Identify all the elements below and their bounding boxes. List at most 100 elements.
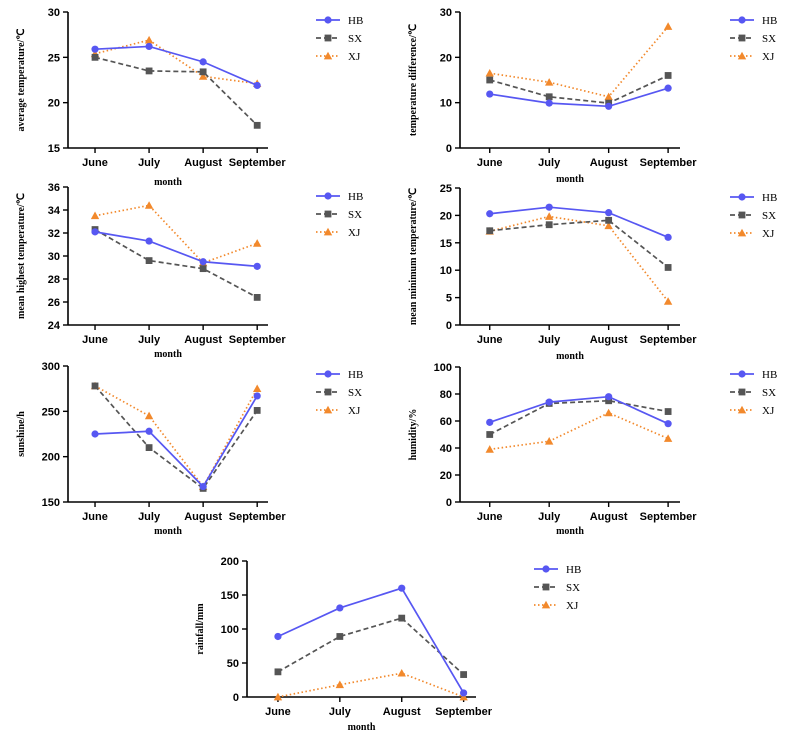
x-tick-label: June [82,157,108,169]
legend-marker-xj [541,600,551,609]
data-point-xj-july [544,437,554,445]
y-tick-label: 26 [48,297,60,309]
data-point-hb-july [545,398,553,406]
data-point-sx-july [545,221,553,229]
legend-marker-sx [738,388,746,396]
x-tick-label: June [82,334,108,346]
x-tick-label: July [138,511,161,523]
x-tick-label: September [229,157,287,169]
x-tick-label: August [590,334,628,346]
y-tick-label: 200 [221,556,239,568]
y-tick-label: 5 [446,293,452,305]
series-line-xj [489,215,669,302]
series-line-sx [489,399,669,436]
series-line-hb [94,395,258,488]
data-point-hb-september [664,84,672,92]
data-point-sx-june [486,431,494,438]
chart-sunshine: 150 200 250 300 June July August September month… [16,361,363,537]
legend-marker-hb [324,370,332,378]
series-line-xj [277,672,464,698]
y-tick-label: 200 [42,452,60,464]
x-tick-label: September [229,334,287,346]
data-point-hb-august [199,482,207,491]
data-point-xj-july [335,680,345,689]
series-line-hb [94,231,258,268]
data-point-sx-september [253,407,261,414]
legend-label-hb: HB [762,15,777,27]
data-point-hb-july [336,604,344,612]
x-axis-title: month [556,526,584,537]
data-point-hb-august [199,258,207,266]
x-axis-title: month [154,349,182,360]
y-axis-title: temperature difference/℃ [408,24,419,136]
x-tick-label: August [184,511,222,523]
data-point-xj-june [90,211,100,220]
x-tick-label: August [590,511,628,523]
legend-label-hb: HB [348,15,363,27]
data-point-sx-september [460,671,468,678]
data-point-hb-june [91,45,99,53]
series-line-hb [489,87,669,108]
data-point-sx-september [253,121,261,129]
x-tick-label: August [184,334,222,346]
legend-marker-sx [324,388,332,396]
legend: HB SX XJ [316,191,363,239]
x-axis-title: month [556,351,584,362]
data-point-hb-july [145,427,153,435]
x-tick-label: September [435,706,493,718]
data-point-sx-august [199,68,207,76]
series-line-sx [94,228,258,299]
legend-marker-xj [737,405,747,414]
data-point-sx-june [91,53,99,61]
legend: HB SX XJ [316,15,363,63]
legend-marker-hb [738,16,746,24]
legend-label-sx: SX [348,387,362,399]
data-point-hb-september [253,262,261,270]
legend-label-sx: SX [348,33,362,45]
y-tick-label: 34 [48,205,61,217]
data-point-hb-august [199,58,207,66]
series-line-hb [489,206,669,239]
data-point-xj-july [544,78,554,86]
data-point-xj-june [485,445,494,453]
data-point-hb-september [460,689,468,697]
x-axis-title: month [556,174,584,185]
data-point-xj-june [485,69,494,77]
series-line-hb [94,45,258,87]
y-tick-label: 20 [48,98,60,110]
data-point-xj-august [397,669,406,677]
data-point-xj-september [252,239,262,247]
data-point-sx-june [91,382,99,390]
y-axis-title: humidity/% [408,409,419,461]
data-point-xj-september [459,692,468,701]
legend-label-xj: XJ [762,228,775,240]
y-tick-label: 30 [48,7,60,19]
data-point-sx-august [398,614,406,622]
x-tick-label: June [477,157,503,169]
x-tick-label: September [640,511,698,523]
legend-marker-sx [324,210,332,218]
chart-temp-diff: 0 10 20 30 June July August September month tempe… [408,7,777,185]
data-point-xj-august [604,92,613,101]
data-point-xj-september [252,384,262,393]
legend: HB SX XJ [730,369,777,417]
legend-marker-hb [324,192,332,200]
x-tick-label: August [383,706,421,718]
y-tick-label: 20 [440,470,452,482]
data-point-sx-september [253,294,261,301]
series-line-sx [94,385,258,490]
legend-label-hb: HB [762,192,777,204]
data-point-sx-june [486,227,494,235]
data-point-sx-september [664,72,672,79]
data-point-sx-august [199,265,207,273]
legend-label-xj: XJ [348,227,361,239]
legend-marker-xj [323,405,333,414]
series-line-hb [489,395,669,425]
series-line-sx [489,219,669,269]
legend-label-xj: XJ [566,600,579,612]
legend-marker-hb [738,193,746,201]
legend: HB SX XJ [534,564,581,612]
x-tick-label: September [640,157,698,169]
y-tick-label: 25 [48,52,60,64]
y-tick-label: 24 [48,320,61,332]
